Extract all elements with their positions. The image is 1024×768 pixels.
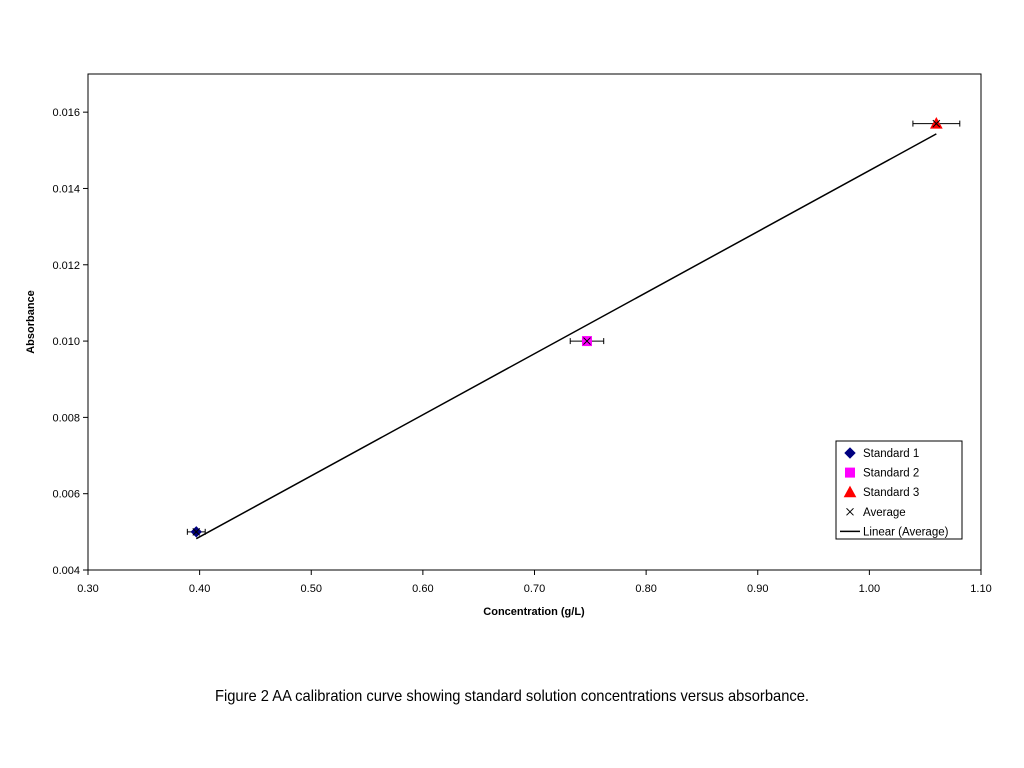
x-tick-label: 0.70 [524, 583, 545, 595]
average-marker-stroke [932, 119, 941, 128]
x-tick-label: 1.00 [859, 583, 880, 595]
average-point [192, 527, 201, 536]
calibration-chart: 0.30 0.40 0.50 0.60 0.70 0.80 0.90 1.00 1.10 0.0… [25, 73, 992, 618]
x-tick-label: 0.40 [189, 583, 210, 595]
trendline-linear-average [195, 133, 937, 540]
y-tick-label: 0.004 [52, 565, 80, 577]
legend-swatch-average [846, 507, 854, 516]
x-tick-label: 0.80 [635, 583, 656, 595]
legend-label-average: Average [863, 507, 906, 519]
x-tick-label: 0.30 [77, 583, 98, 595]
x-axis-title: Concentration (g/L) [483, 606, 585, 618]
legend-label-standard-1: Standard 1 [863, 448, 919, 460]
x-tick-label: 0.60 [412, 583, 433, 595]
x-axis-ticks: 0.30 0.40 0.50 0.60 0.70 0.80 0.90 1.00 1.10 [77, 570, 992, 595]
average-marker-stroke [583, 337, 591, 345]
x-tick-label: 0.50 [301, 583, 322, 595]
legend-label-linear-average: Linear (Average) [863, 526, 949, 538]
y-axis-title: Absorbance [25, 290, 37, 354]
average-point [932, 119, 941, 128]
average-marker-stroke [192, 527, 201, 536]
legend-label-standard-3: Standard 3 [863, 487, 919, 499]
legend-swatch-standard-3 [843, 485, 857, 498]
legend-swatch-standard-1 [844, 447, 856, 459]
y-tick-label: 0.014 [52, 183, 80, 195]
legend-box [835, 440, 963, 540]
average-marker-stroke [846, 507, 854, 516]
y-tick-label: 0.012 [52, 260, 80, 272]
legend-swatch-standard-2 [845, 467, 855, 478]
legend: Standard 1 Standard 2 Standard 3 Average Lin… [835, 440, 963, 540]
y-axis-ticks: 0.004 0.006 0.008 0.010 0.012 0.014 0.016 [52, 107, 88, 577]
figure-caption: Figure 2 AA calibration curve showing st… [214, 688, 810, 705]
x-tick-label: 0.90 [747, 583, 768, 595]
y-tick-label: 0.010 [52, 336, 80, 348]
average-point [583, 337, 591, 345]
y-tick-label: 0.016 [52, 107, 80, 119]
legend-label-standard-2: Standard 2 [863, 468, 919, 480]
y-tick-label: 0.006 [52, 489, 80, 501]
chart-marks [186, 117, 961, 540]
y-tick-label: 0.008 [52, 412, 80, 424]
x-tick-label: 1.10 [970, 583, 991, 595]
